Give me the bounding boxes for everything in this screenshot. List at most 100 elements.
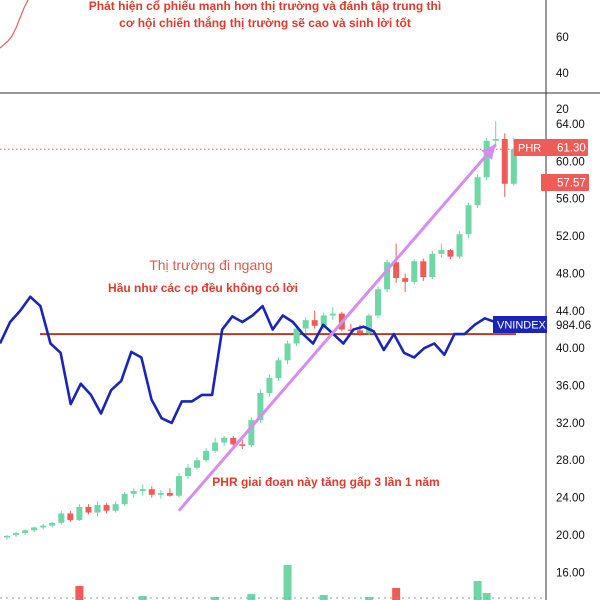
candle-body bbox=[230, 437, 237, 445]
candle bbox=[4, 534, 10, 540]
volume-bar bbox=[75, 586, 84, 600]
annotation-gain-note: PHR giai đoạn này tăng gấp 3 lần 1 năm bbox=[212, 475, 439, 489]
price-tick-label-7: 36.00 bbox=[556, 381, 585, 393]
candle bbox=[438, 243, 445, 258]
candle bbox=[139, 484, 146, 496]
candle bbox=[284, 340, 291, 365]
candle bbox=[121, 491, 128, 507]
candle-body bbox=[121, 493, 128, 505]
candle-body bbox=[284, 343, 291, 361]
candle-body bbox=[194, 460, 201, 468]
candle-body bbox=[456, 234, 463, 257]
candle bbox=[22, 529, 29, 535]
candle bbox=[13, 532, 20, 537]
candle-body bbox=[302, 320, 309, 329]
candle bbox=[275, 357, 282, 381]
indicator-axis: 60 40 20 bbox=[556, 32, 569, 116]
candle bbox=[239, 439, 246, 450]
candle-body bbox=[203, 450, 210, 461]
vnindex-label-bg bbox=[493, 316, 547, 333]
annotation-sideways-title: Thị trường đi ngang bbox=[149, 257, 273, 273]
vnindex-label-name: VNINDEX bbox=[497, 320, 547, 332]
candle bbox=[148, 486, 155, 498]
price-tick-label-6: 40.00 bbox=[556, 343, 585, 355]
candle bbox=[166, 488, 173, 497]
price-tick-label-2: 56.00 bbox=[556, 194, 585, 206]
candle bbox=[76, 504, 83, 521]
indicator-tick-label-0: 60 bbox=[556, 32, 569, 44]
candle-body bbox=[139, 489, 146, 492]
candle bbox=[31, 526, 38, 533]
candle-body bbox=[166, 492, 173, 496]
candle-body bbox=[329, 313, 336, 316]
candle bbox=[58, 510, 65, 525]
candle-body bbox=[103, 505, 110, 511]
volume-bar bbox=[283, 565, 292, 600]
volume-bar bbox=[247, 594, 256, 600]
candle-body bbox=[384, 262, 391, 290]
candle-body bbox=[347, 329, 354, 331]
candle-body bbox=[275, 360, 282, 379]
price-axis: 64.00 60.00 56.00 52.00 48.00 44.00 40.00 36.00… bbox=[556, 119, 585, 579]
candle bbox=[311, 310, 318, 329]
price-tick-label-5: 44.00 bbox=[556, 306, 585, 318]
candle-body bbox=[375, 289, 382, 316]
indicator-annotation-1: Phát hiện cổ phiếu mạnh hơn thị trường v… bbox=[89, 0, 441, 13]
candle-body bbox=[40, 525, 47, 528]
candle-body bbox=[510, 149, 517, 184]
candlestick-series bbox=[4, 121, 517, 540]
candle-body bbox=[447, 250, 454, 257]
candle-body bbox=[483, 140, 490, 178]
candle bbox=[456, 231, 463, 259]
volume-bar bbox=[138, 596, 147, 600]
candle bbox=[40, 523, 47, 530]
candle-body bbox=[85, 506, 92, 513]
candle bbox=[94, 501, 101, 517]
price-tick-label-3: 52.00 bbox=[556, 231, 585, 243]
candle bbox=[221, 435, 228, 447]
candle bbox=[203, 448, 210, 463]
candle-body bbox=[257, 392, 264, 421]
candle bbox=[85, 504, 92, 515]
phr-price-tag: PHR 61.30 bbox=[514, 139, 588, 156]
price-panel: 64.00 60.00 56.00 52.00 48.00 44.00 40.00 36.00… bbox=[0, 119, 591, 600]
volume-bar bbox=[319, 595, 328, 600]
candle bbox=[49, 521, 56, 528]
candle bbox=[212, 437, 219, 453]
candle-body bbox=[474, 177, 481, 206]
candle-body bbox=[320, 315, 327, 326]
candle bbox=[402, 273, 409, 293]
candle-body bbox=[130, 491, 137, 494]
candle-body bbox=[266, 378, 273, 393]
candle bbox=[501, 133, 508, 197]
annotation-sideways-note: Hầu như các cp đều không có lời bbox=[108, 281, 298, 295]
candle-body bbox=[13, 533, 20, 535]
candle bbox=[393, 243, 400, 283]
candle bbox=[112, 501, 119, 513]
candle-body bbox=[356, 330, 363, 334]
indicator-panel: Phát hiện cổ phiếu mạnh hơn thị trường v… bbox=[0, 0, 569, 116]
candle bbox=[447, 249, 454, 260]
price-tick-label-11: 20.00 bbox=[556, 530, 585, 542]
candle bbox=[492, 121, 499, 148]
vnindex-label-value: 984.06 bbox=[556, 320, 591, 332]
candle-body bbox=[148, 489, 155, 495]
candle-body bbox=[49, 522, 56, 526]
candle-body bbox=[501, 138, 508, 184]
candle bbox=[510, 138, 517, 186]
price-tick-label-9: 28.00 bbox=[556, 455, 585, 467]
candle bbox=[130, 488, 137, 498]
candle bbox=[157, 490, 164, 499]
candle bbox=[67, 510, 74, 522]
price-tick-label-1: 60.00 bbox=[556, 156, 585, 168]
phr-price-tag-symbol: PHR bbox=[518, 143, 541, 155]
candle-body bbox=[402, 278, 409, 282]
candle-body bbox=[212, 442, 219, 451]
candle bbox=[248, 417, 255, 448]
candle-body bbox=[31, 527, 38, 531]
prev-price-tag: 57.57 bbox=[541, 174, 589, 191]
candle bbox=[185, 463, 191, 479]
candle-body bbox=[112, 504, 119, 511]
